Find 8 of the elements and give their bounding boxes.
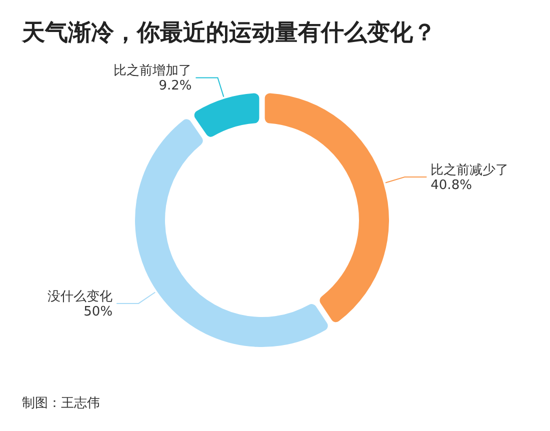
data-label: 40.8% [430, 178, 472, 193]
slice-label: 比之前增加了 [114, 64, 192, 79]
slice-label: 没什么变化 [48, 289, 113, 304]
data-label: 9.2% [158, 78, 192, 94]
chart-title: 天气渐冷，你最近的运动量有什么变化？ [21, 19, 436, 46]
data-label: 50% [84, 304, 113, 320]
text: 制图：王志伟 [22, 396, 100, 411]
slice-label: 比之前减少了 [430, 162, 509, 178]
